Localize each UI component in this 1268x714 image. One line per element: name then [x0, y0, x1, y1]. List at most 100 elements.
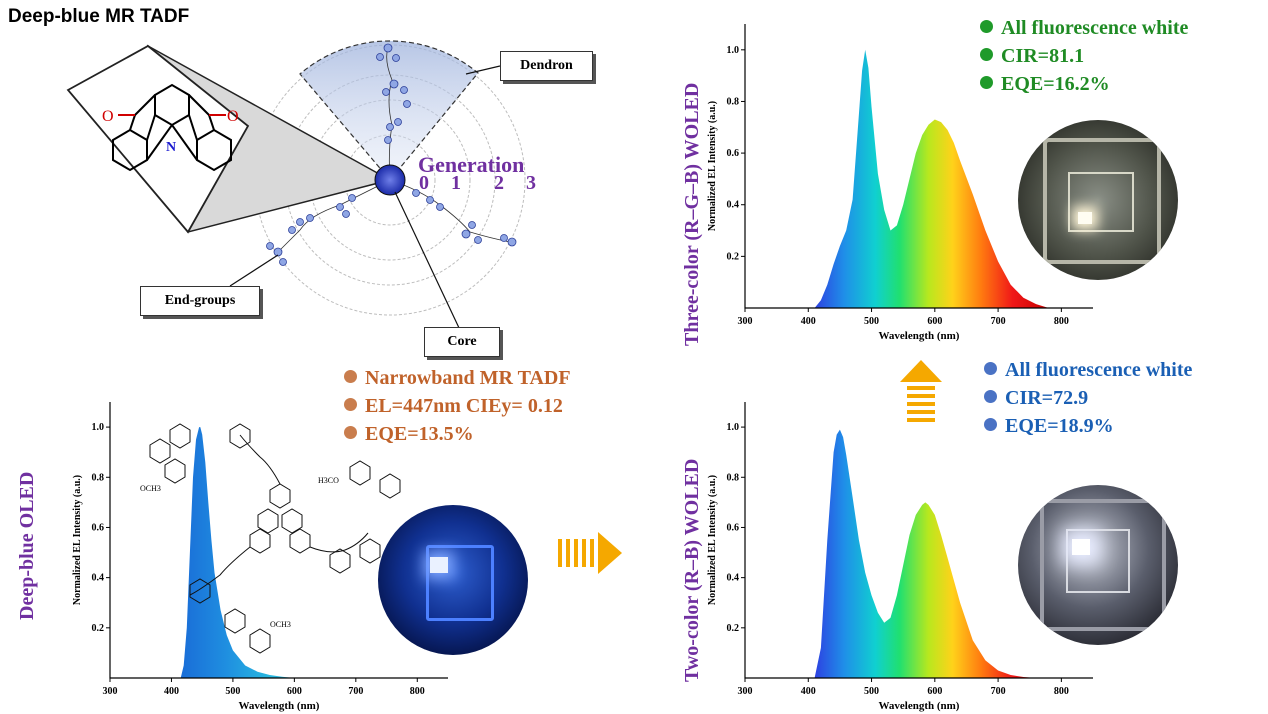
x-tick-label: 700 — [991, 686, 1006, 697]
methoxy-label-2: H3CO — [318, 476, 339, 485]
y-tick-label: 0.4 — [727, 200, 740, 211]
y-tick-label: 0.6 — [92, 522, 105, 533]
bullet-dot — [344, 426, 357, 439]
y-tick-label: 0.4 — [727, 573, 740, 584]
x-tick-label: 800 — [1054, 686, 1069, 697]
y-tick-label: 1.0 — [92, 422, 105, 433]
two-color-spectrum-chart: 300 400 500 600 700 800 0.2 0.4 0.6 0.8 1.0 Wavelen… — [707, 402, 1093, 712]
bullet-dot — [344, 398, 357, 411]
bullet-item: EQE=13.5% — [344, 420, 571, 448]
x-tick-label: 400 — [164, 686, 179, 697]
y-tick-label: 0.2 — [92, 623, 105, 634]
x-tick-label: 600 — [927, 686, 942, 697]
x-tick-label: 500 — [225, 686, 240, 697]
dendron-callout: Dendron — [500, 51, 593, 81]
x-tick-label: 800 — [410, 686, 425, 697]
x-tick-label: 700 — [991, 316, 1006, 327]
device-glass-frame — [1043, 138, 1161, 264]
x-tick-label: 300 — [738, 686, 753, 697]
page-title: Deep-blue MR TADF — [8, 6, 190, 27]
deep-blue-side-label: Deep-blue OLED — [16, 471, 38, 620]
x-tick-label: 500 — [864, 686, 879, 697]
dendrimer-schematic: O O N Generation 0 1 2 3 — [66, 40, 536, 331]
y-tick-label: 0.2 — [727, 623, 740, 634]
bullet-item: EL=447nm CIEy= 0.12 — [344, 392, 571, 420]
end-group-rings — [266, 43, 517, 266]
callout-leaders — [229, 65, 501, 331]
generation-1: 1 — [451, 172, 461, 194]
bullet-item: All fluorescence white — [980, 14, 1188, 42]
spectrum-area — [814, 429, 1037, 678]
x-tick-label: 300 — [738, 316, 753, 327]
bullet-item: CIR=72.9 — [984, 384, 1192, 412]
three-color-side-label: Three-color (R–G–B) WOLED — [681, 82, 703, 346]
deep-blue-spectrum-chart: 300 400 500 600 700 800 0.2 0.4 0.6 0.8 1.0 Wavelen… — [72, 402, 448, 712]
device-electrode-outline — [1066, 529, 1130, 593]
core-molecule-frame — [66, 44, 250, 234]
bullet-item: EQE=16.2% — [980, 70, 1188, 98]
y-axis-label: Normalized EL Intensity (a.u.) — [707, 101, 718, 231]
oxygen-label-right: O — [227, 108, 239, 125]
oxygen-label-left: O — [102, 108, 114, 125]
y-tick-label: 0.8 — [92, 472, 105, 483]
three-color-device-photo — [1018, 120, 1178, 280]
three-color-spectrum-chart: 300 400 500 600 700 800 0.2 0.4 0.6 0.8 1.0 Wavelen… — [707, 24, 1093, 342]
y-tick-label: 0.8 — [727, 472, 740, 483]
bullet-dot — [344, 370, 357, 383]
arrow-right — [558, 532, 622, 574]
generation-2: 2 — [494, 172, 504, 194]
bullet-dot — [980, 76, 993, 89]
end-groups-callout: End-groups — [140, 286, 260, 316]
x-tick-label: 600 — [287, 686, 302, 697]
two-color-bullets: All fluorescence white CIR=72.9 EQE=18.9… — [984, 356, 1192, 440]
x-tick-label: 500 — [864, 316, 879, 327]
generation-3: 3 — [526, 172, 536, 194]
bullet-dot — [980, 48, 993, 61]
x-tick-label: 600 — [927, 316, 942, 327]
bullet-dot — [984, 418, 997, 431]
bullet-dot — [984, 362, 997, 375]
three-color-bullets: All fluorescence white CIR=81.1 EQE=16.2… — [980, 14, 1188, 98]
y-tick-label: 1.0 — [727, 422, 740, 433]
bullet-item: EQE=18.9% — [984, 412, 1192, 440]
x-axis-label: Wavelength (nm) — [239, 700, 320, 712]
spectrum-area — [814, 49, 1049, 309]
bullet-item: All fluorescence white — [984, 356, 1192, 384]
y-tick-label: 0.4 — [92, 573, 105, 584]
bullet-dot — [980, 20, 993, 33]
y-tick-label: 0.6 — [727, 148, 740, 159]
x-tick-label: 700 — [348, 686, 363, 697]
y-axis-label: Normalized EL Intensity (a.u.) — [707, 475, 718, 605]
y-tick-label: 0.8 — [727, 96, 740, 107]
arrow-up — [900, 360, 942, 422]
core-sphere — [374, 164, 406, 196]
device-glass-frame — [1040, 499, 1166, 631]
core-molecule — [112, 83, 232, 172]
device-electrode-outline — [426, 545, 494, 621]
device-emission-spot — [430, 557, 448, 573]
generation-title: Generation — [418, 152, 524, 177]
bullet-item: CIR=81.1 — [980, 42, 1188, 70]
dendrimer-structure-drawing: OCH3 H3CO OCH3 — [140, 423, 401, 654]
x-tick-label: 300 — [103, 686, 118, 697]
methoxy-label-1: OCH3 — [140, 484, 161, 493]
x-tick-label: 400 — [801, 316, 816, 327]
device-emission-spot — [1078, 212, 1092, 224]
methoxy-label-3: OCH3 — [270, 620, 291, 629]
deep-blue-device-photo — [378, 505, 528, 655]
y-axis-label: Normalized EL Intensity (a.u.) — [72, 475, 83, 605]
y-tick-label: 0.2 — [727, 251, 740, 262]
y-tick-label: 0.6 — [727, 522, 740, 533]
core-callout: Core — [424, 327, 500, 357]
nitrogen-label: N — [166, 140, 176, 155]
x-tick-label: 400 — [801, 686, 816, 697]
x-axis-label: Wavelength (nm) — [879, 330, 960, 342]
device-electrode-outline — [1068, 172, 1134, 232]
bullet-item: Narrowband MR TADF — [344, 364, 571, 392]
spectrum-area — [180, 427, 295, 678]
x-tick-label: 800 — [1054, 316, 1069, 327]
two-color-device-photo — [1018, 485, 1178, 645]
two-color-side-label: Two-color (R–B) WOLED — [681, 458, 703, 682]
dendron-wedge — [299, 40, 479, 181]
generation-0: 0 — [419, 172, 429, 194]
